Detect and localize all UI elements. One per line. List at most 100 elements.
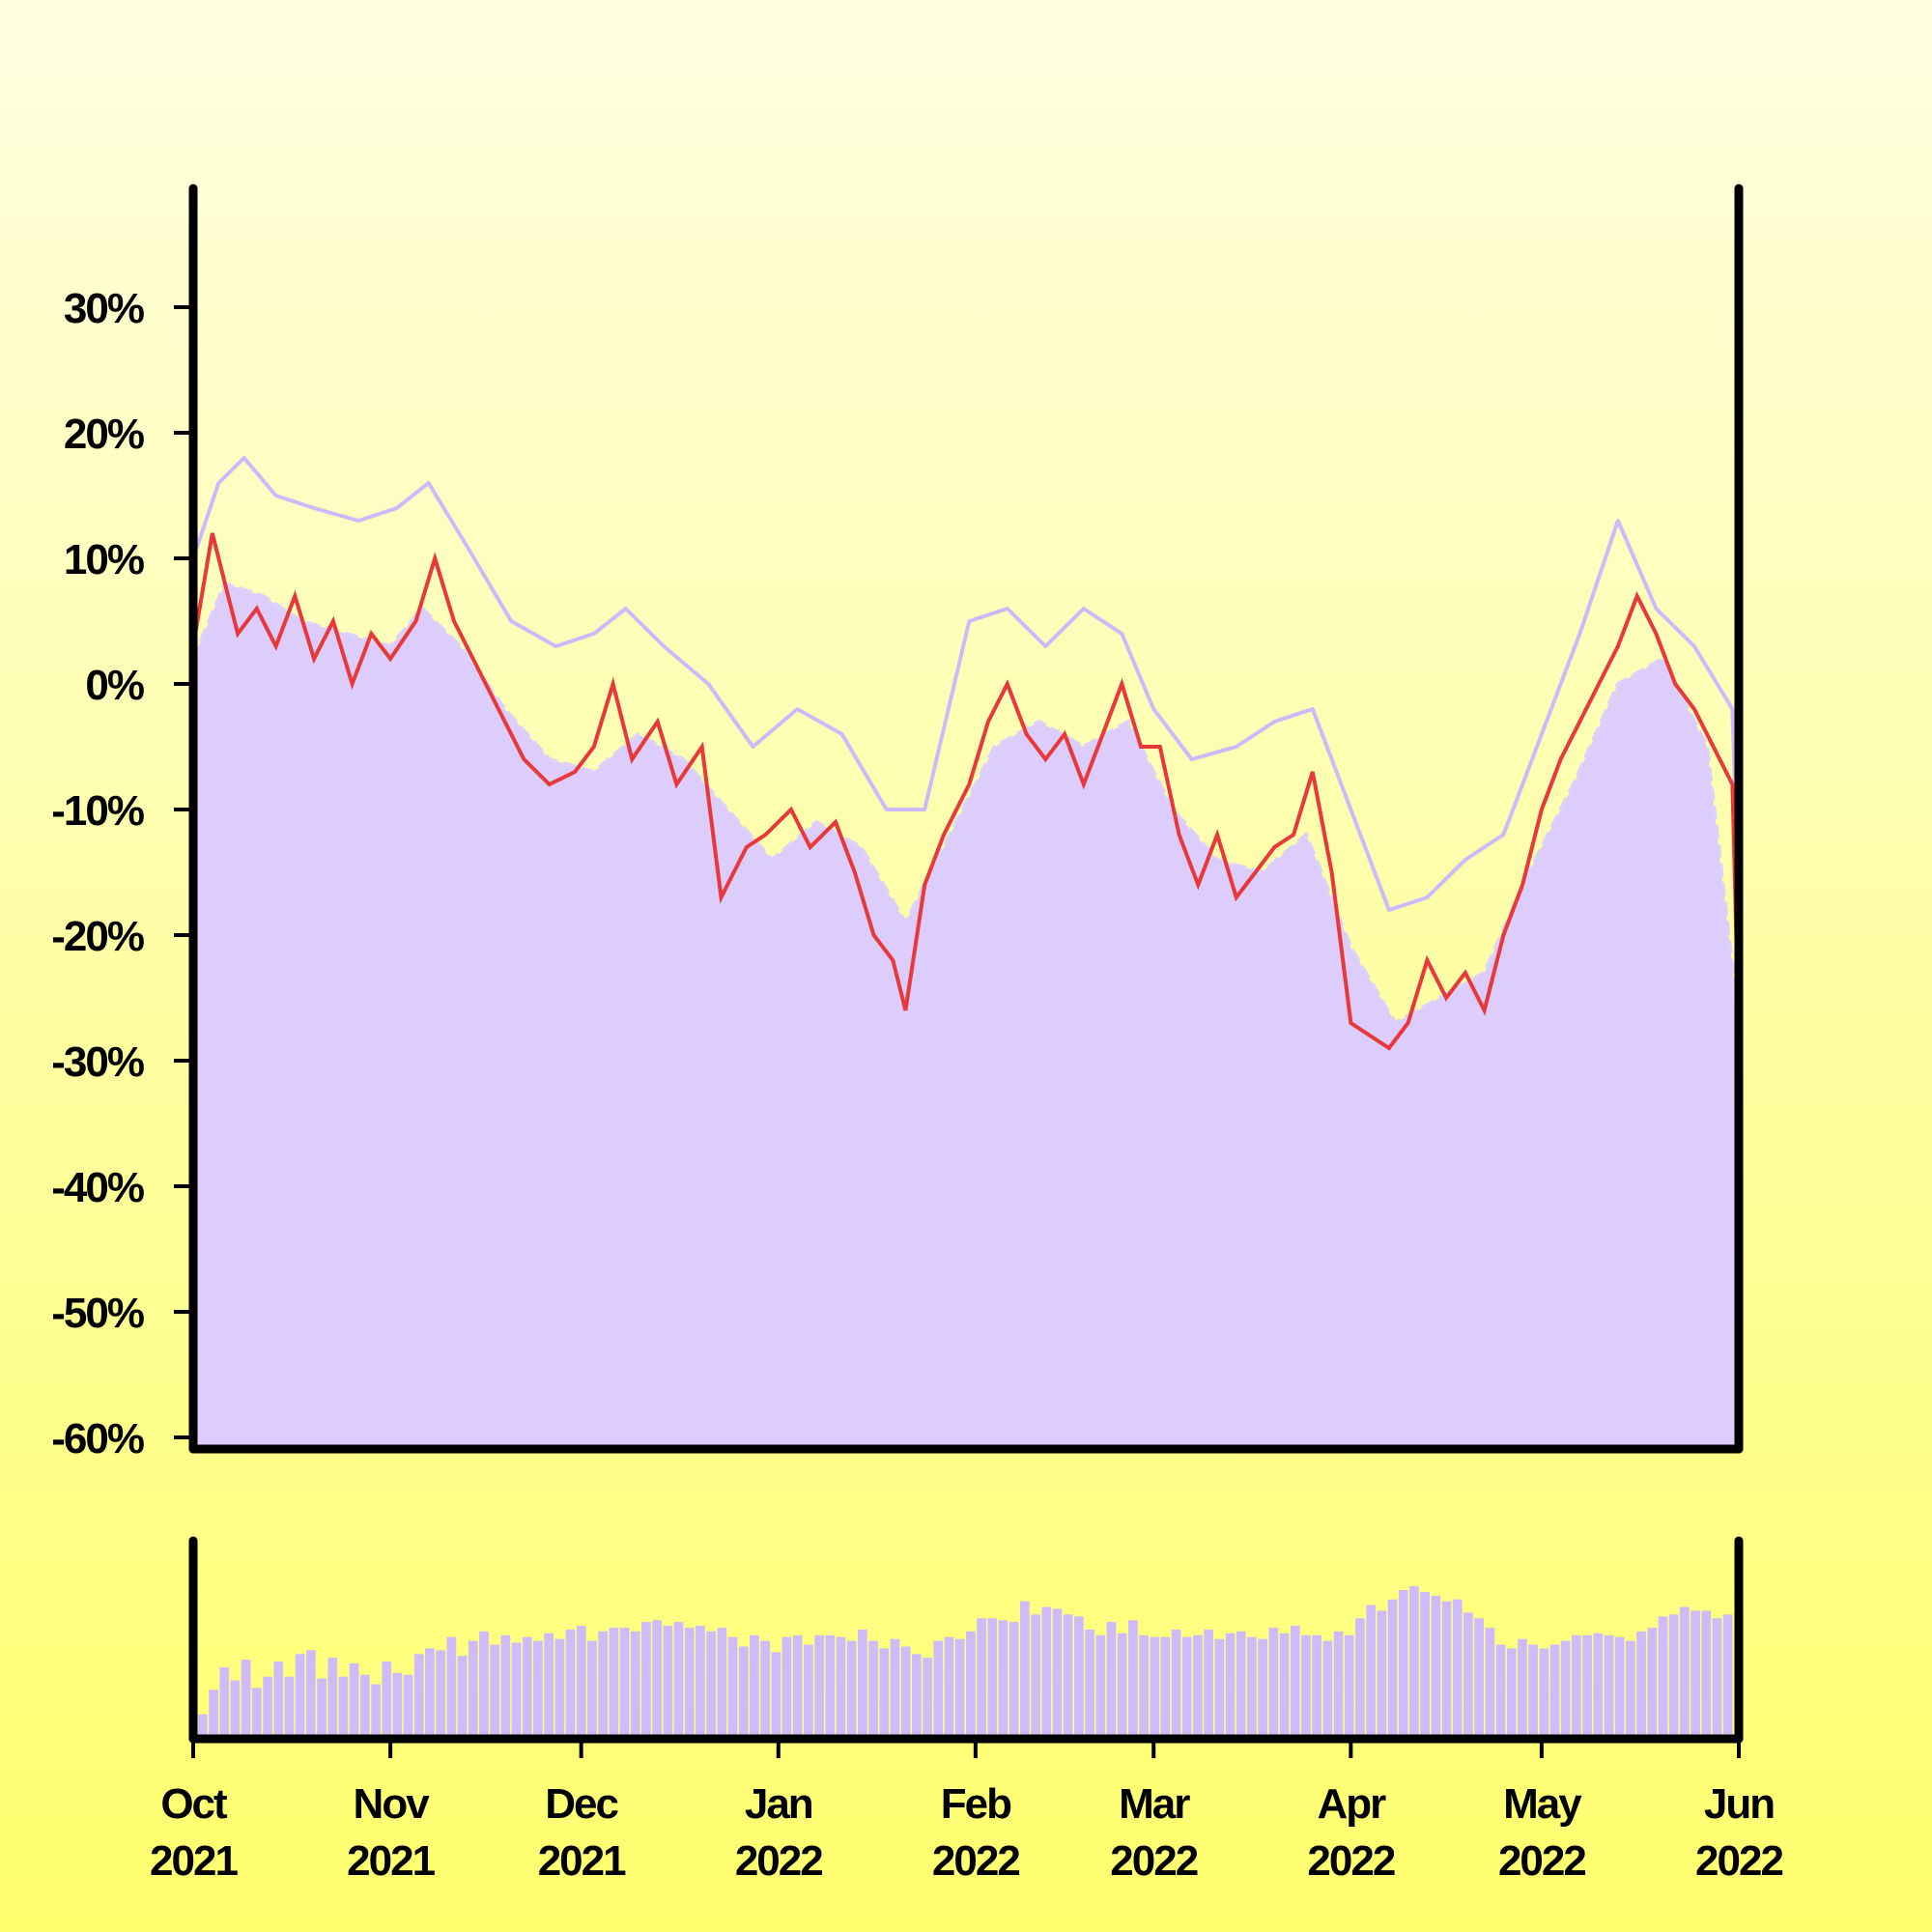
volume-bar: [565, 1629, 576, 1739]
volume-bar: [338, 1676, 349, 1740]
moving-average-line: [191, 581, 1741, 1026]
volume-bar: [1560, 1640, 1571, 1739]
volume-bar: [360, 1674, 370, 1739]
volume-bar: [792, 1634, 803, 1740]
volume-bar: [814, 1634, 824, 1740]
volume-bar: [760, 1640, 770, 1739]
volume-bar: [944, 1636, 954, 1739]
x-tick-label-year: 2022: [1498, 1837, 1585, 1885]
band-area-layer: [193, 583, 1739, 1449]
volume-bar: [1139, 1634, 1149, 1740]
volume-bar: [900, 1646, 911, 1739]
volume-bar: [630, 1631, 640, 1739]
volume-bar: [500, 1634, 511, 1740]
y-tick-label: -20%: [51, 913, 144, 960]
volume-bar: [306, 1650, 316, 1739]
volume-bar: [1398, 1590, 1408, 1740]
volume-bar: [490, 1644, 499, 1739]
volume-bar: [1658, 1616, 1668, 1740]
volume-bar: [727, 1636, 738, 1739]
volume-bar: [198, 1714, 208, 1740]
volume-bar: [349, 1663, 359, 1739]
x-tick-label-year: 2022: [932, 1837, 1019, 1885]
x-tick-label-month: Feb: [941, 1780, 1011, 1828]
x-tick-label-year: 2021: [538, 1837, 626, 1885]
volume-bar: [836, 1636, 846, 1739]
volume-bar: [511, 1642, 522, 1739]
volume-bar: [1074, 1616, 1084, 1740]
volume-bar: [1495, 1644, 1506, 1739]
volume-bar: [273, 1662, 284, 1739]
volume-bar: [1572, 1634, 1581, 1740]
volume-bar: [252, 1688, 262, 1739]
volume-bar: [652, 1620, 662, 1739]
volume-bar: [1593, 1633, 1604, 1739]
volume-bar: [1204, 1629, 1213, 1739]
volume-bar: [295, 1654, 305, 1740]
volume-bar: [1052, 1608, 1063, 1739]
volume-bar: [209, 1690, 218, 1739]
volume-bar: [846, 1640, 857, 1739]
volume-bar: [1636, 1631, 1646, 1739]
volume-bar: [317, 1678, 327, 1739]
volume-bar: [1722, 1614, 1733, 1739]
volume-bar: [413, 1654, 424, 1740]
volume-bar: [890, 1638, 900, 1740]
volume-bar: [403, 1674, 413, 1739]
volume-bar: [468, 1640, 478, 1739]
volume-bar: [1377, 1610, 1387, 1739]
volume-bar: [1463, 1612, 1473, 1739]
x-tick-label-month: Oct: [160, 1780, 228, 1828]
volume-bar: [1258, 1638, 1267, 1740]
volume-bar: [912, 1654, 922, 1740]
x-tick-label-month: Mar: [1119, 1780, 1190, 1828]
volume-bar: [825, 1634, 836, 1740]
x-tick-label-month: May: [1503, 1780, 1582, 1828]
volume-bar: [457, 1656, 468, 1739]
volume-bar: [284, 1676, 295, 1740]
x-tick-label-year: 2021: [347, 1837, 435, 1885]
price-line-layer: [191, 532, 1741, 1051]
y-tick-label: -10%: [51, 787, 144, 835]
y-axis-ticks: 30% 20% 10% 0% -10% -20% -30% -40% -50% -60%: [51, 285, 190, 1463]
y-tick-label: -60%: [51, 1415, 144, 1463]
volume-bar: [933, 1640, 944, 1739]
volume-bar: [1150, 1636, 1160, 1739]
volume-bar: [241, 1660, 251, 1739]
x-axis-ticks: Oct 2021 Nov 2021 Dec 2021 Jan 2022 Feb 2022 Mar 20…: [150, 1739, 1784, 1885]
volume-bar: [1279, 1633, 1290, 1739]
upper-band-line: [191, 456, 1741, 912]
volume-bar: [1106, 1622, 1117, 1739]
volume-bar: [1712, 1618, 1722, 1739]
volume-bar: [479, 1631, 489, 1739]
volume-bar: [1528, 1644, 1538, 1739]
volume-bar: [1290, 1626, 1300, 1739]
volume-bar: [1181, 1636, 1192, 1739]
volume-bar: [1128, 1620, 1138, 1739]
x-tick-label-year: 2022: [1695, 1837, 1782, 1885]
volume-bar: [1344, 1634, 1354, 1740]
volume-bar: [1322, 1640, 1333, 1739]
volume-bar: [868, 1640, 878, 1739]
volume-bar: [1431, 1595, 1441, 1739]
volume-bar: [382, 1662, 392, 1739]
volume-bar: [1452, 1599, 1463, 1739]
volume-bar: [641, 1622, 651, 1739]
volume-bar: [554, 1638, 565, 1740]
x-tick-label-month: Nov: [354, 1780, 431, 1828]
volume-bar: [598, 1631, 608, 1739]
volume-bar: [706, 1631, 716, 1739]
volume-bar: [1626, 1640, 1635, 1739]
x-tick-label-month: Jan: [745, 1780, 812, 1828]
y-tick-label: -50%: [51, 1290, 144, 1337]
volume-bar: [230, 1680, 241, 1739]
volume-bar: [1647, 1628, 1658, 1739]
volume-bar: [219, 1666, 230, 1739]
volume-bar: [781, 1636, 792, 1739]
volume-bar: [1225, 1633, 1236, 1739]
volume-bar: [1668, 1614, 1679, 1739]
volume-bar: [522, 1636, 532, 1739]
y-tick-label: -40%: [51, 1164, 144, 1211]
volume-bar: [1680, 1606, 1690, 1739]
volume-bar: [446, 1636, 457, 1739]
